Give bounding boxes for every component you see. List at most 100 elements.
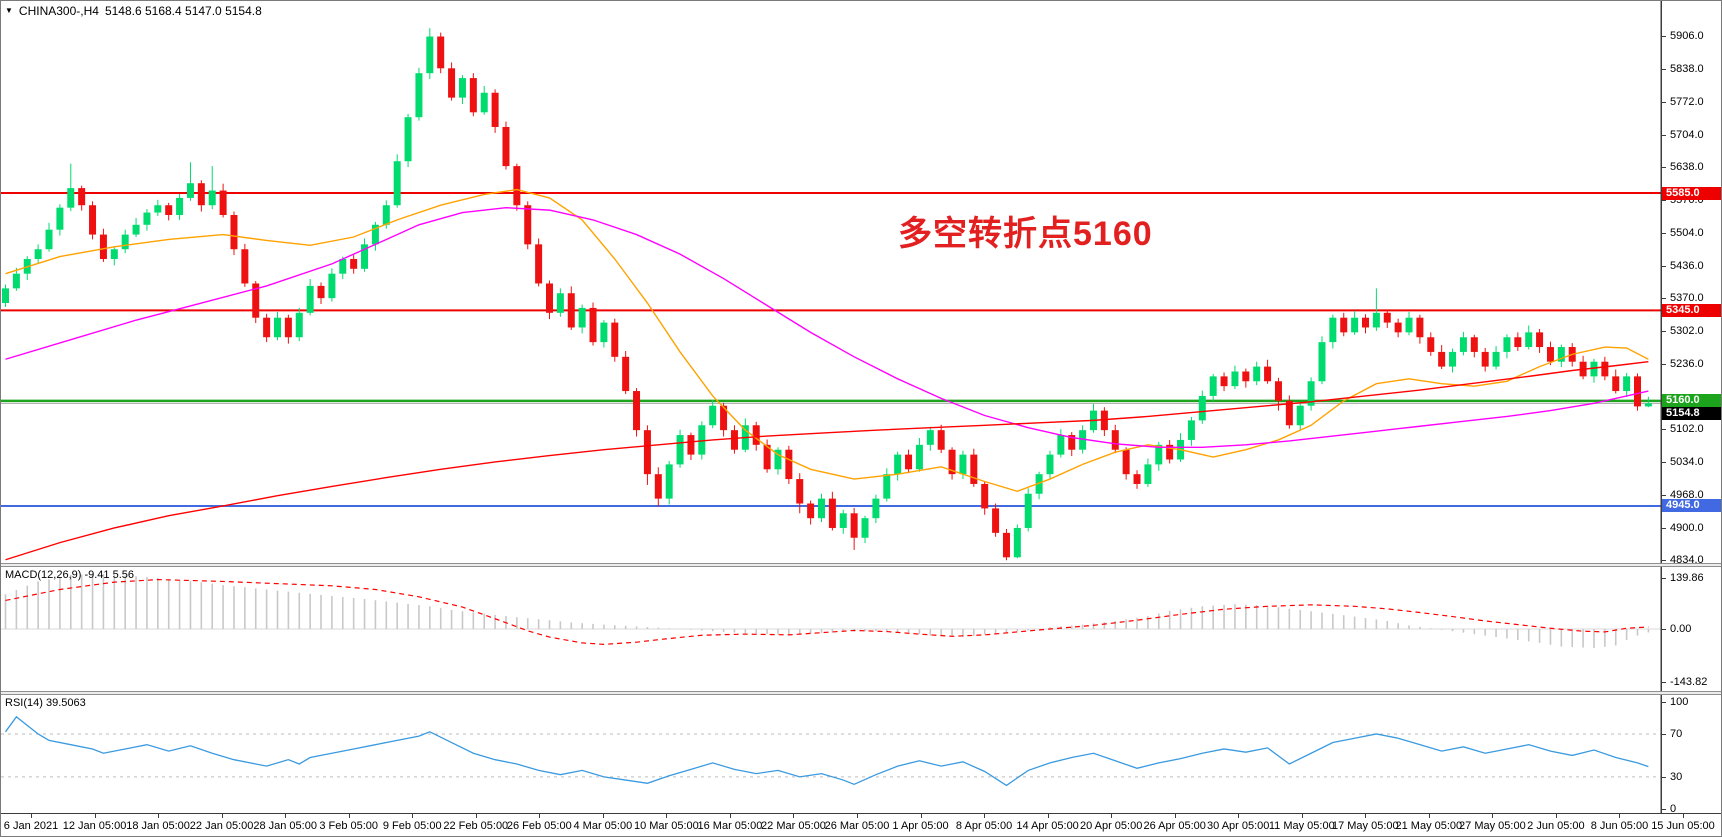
price-axis-label: 5102.0 bbox=[1670, 423, 1704, 436]
fast-ma-orange-line bbox=[5, 188, 1649, 493]
price-axis-label: 5236.0 bbox=[1670, 357, 1704, 370]
time-axis-tick bbox=[1555, 814, 1557, 818]
macd-panel bbox=[1, 574, 1661, 649]
price-axis-tick bbox=[1662, 494, 1666, 496]
time-axis-label: 10 Mar 05:00 bbox=[633, 820, 699, 832]
price-badge-5585-0: 5585.0 bbox=[1662, 186, 1721, 200]
rsi-axis-tick bbox=[1662, 701, 1666, 703]
price-axis-tick bbox=[1662, 429, 1666, 431]
price-axis-tick bbox=[1662, 167, 1666, 169]
price-axis-label: 5638.0 bbox=[1670, 161, 1704, 174]
rsi-axis-label: 70 bbox=[1670, 727, 1683, 740]
price-axis-label: 5034.0 bbox=[1670, 456, 1704, 469]
time-axis-tick bbox=[94, 814, 96, 818]
time-axis-tick bbox=[1111, 814, 1113, 818]
time-axis-tick bbox=[1365, 814, 1367, 818]
price-axis-tick bbox=[1662, 527, 1666, 529]
time-axis-label: 22 Mar 05:00 bbox=[761, 820, 826, 832]
time-axis-tick bbox=[666, 814, 668, 818]
price-axis-tick bbox=[1662, 200, 1666, 202]
chart-title-bar: ▼ CHINA300-,H4 5148.6 5168.4 5147.0 5154… bbox=[5, 4, 262, 18]
time-axis-label: 8 Apr 05:00 bbox=[955, 820, 1013, 832]
rsi-axis-label: 30 bbox=[1670, 770, 1683, 783]
rsi-axis-label: 0 bbox=[1670, 803, 1677, 815]
price-axis-tick bbox=[1662, 363, 1666, 365]
time-axis-label: 1 Apr 05:00 bbox=[892, 820, 949, 832]
time-axis-label: 11 May 05:00 bbox=[1268, 820, 1335, 832]
rsi-indicator-label: RSI(14) 39.5063 bbox=[5, 697, 86, 709]
time-axis-label: 22 Jan 05:00 bbox=[189, 820, 254, 832]
time-axis-tick bbox=[984, 814, 986, 818]
time-axis[interactable]: 6 Jan 2021 12 Jan 05:00 18 Jan 05:00 22 Jan… bbox=[1, 813, 1721, 836]
macd-axis-label: 139.86 bbox=[1670, 571, 1704, 584]
price-badge-5154-8: 5154.8 bbox=[1662, 406, 1721, 420]
panel-separator-rsi[interactable] bbox=[1, 691, 1721, 695]
time-axis-label: 26 Apr 05:00 bbox=[1143, 820, 1206, 832]
price-axis-label: 4968.0 bbox=[1670, 488, 1704, 501]
macd-axis-label: -143.82 bbox=[1670, 675, 1708, 688]
time-axis-label: 8 Jun 05:00 bbox=[1590, 820, 1649, 832]
price-axis-label: 5838.0 bbox=[1670, 63, 1704, 76]
price-badge-5345-0: 5345.0 bbox=[1662, 303, 1721, 317]
price-badge-4945-0: 4945.0 bbox=[1662, 499, 1721, 513]
ohlc-values: 5148.6 5168.4 5147.0 5154.8 bbox=[104, 4, 262, 18]
time-axis-label: 4 Mar 05:00 bbox=[573, 820, 633, 832]
rsi-axis-tick bbox=[1662, 733, 1666, 735]
price-axis-label: 5302.0 bbox=[1670, 325, 1704, 338]
time-axis-tick bbox=[539, 814, 541, 818]
time-axis-label: 26 Mar 05:00 bbox=[824, 820, 890, 832]
price-axis-tick bbox=[1662, 69, 1666, 71]
price-axis-label: 5704.0 bbox=[1670, 128, 1704, 141]
price-axis-tick bbox=[1662, 265, 1666, 267]
time-axis-tick bbox=[475, 814, 477, 818]
time-axis-label: 6 Jan 2021 bbox=[3, 820, 59, 832]
time-axis-label: 17 May 05:00 bbox=[1331, 820, 1399, 832]
time-axis-tick bbox=[1047, 814, 1049, 818]
time-axis-label: 12 Jan 05:00 bbox=[62, 820, 127, 832]
price-axis-tick bbox=[1662, 331, 1666, 333]
time-axis-tick bbox=[31, 814, 32, 818]
time-axis-label: 28 Jan 05:00 bbox=[253, 820, 317, 832]
price-axis-tick bbox=[1662, 560, 1666, 562]
price-axis-tick bbox=[1662, 134, 1666, 136]
time-axis-label: 26 Feb 05:00 bbox=[506, 820, 572, 832]
time-axis-label: 15 Jun 05:00 bbox=[1651, 820, 1715, 832]
time-axis-tick bbox=[857, 814, 858, 818]
price-axis-label: 5504.0 bbox=[1670, 226, 1704, 239]
mid-ma-magenta-line bbox=[5, 206, 1649, 448]
macd-axis-label: 0.00 bbox=[1670, 623, 1692, 635]
time-axis-tick bbox=[221, 814, 223, 818]
price-axis-label: 5436.0 bbox=[1670, 259, 1704, 272]
price-axis-label: 5772.0 bbox=[1670, 95, 1704, 108]
time-axis-tick bbox=[1301, 814, 1303, 818]
price-axis-tick bbox=[1662, 298, 1666, 300]
price-axis-tick bbox=[1662, 36, 1666, 38]
macd-axis-tick bbox=[1662, 577, 1666, 579]
rsi-axis-tick bbox=[1662, 776, 1666, 778]
time-axis-label: 9 Feb 05:00 bbox=[382, 820, 442, 832]
slow-ma-red-line bbox=[5, 361, 1649, 561]
time-axis-label: 30 Apr 05:00 bbox=[1207, 820, 1270, 832]
symbol-dropdown-icon[interactable]: ▼ bbox=[5, 5, 13, 15]
time-axis-tick bbox=[793, 814, 795, 818]
time-axis-tick bbox=[1683, 814, 1684, 818]
time-axis-tick bbox=[348, 814, 350, 818]
time-axis-tick bbox=[158, 814, 160, 818]
level-lines bbox=[1, 192, 1661, 507]
time-axis-tick bbox=[1174, 814, 1176, 818]
price-axis-tick bbox=[1662, 101, 1666, 103]
price-axis-label: 5906.0 bbox=[1670, 30, 1704, 43]
rsi-axis-tick bbox=[1662, 809, 1666, 810]
time-axis-label: 3 Feb 05:00 bbox=[319, 820, 379, 832]
rsi-axis-label: 100 bbox=[1670, 695, 1689, 708]
panel-separator-macd[interactable] bbox=[1, 563, 1721, 567]
price-badge-5160-0: 5160.0 bbox=[1662, 394, 1721, 408]
time-axis-label: 14 Apr 05:00 bbox=[1016, 820, 1079, 832]
time-axis-label: 21 May 05:00 bbox=[1395, 820, 1463, 832]
time-axis-label: 27 May 05:00 bbox=[1459, 820, 1526, 832]
time-axis-tick bbox=[920, 814, 922, 818]
price-axis-tick bbox=[1662, 462, 1666, 464]
time-axis-tick bbox=[729, 814, 731, 818]
